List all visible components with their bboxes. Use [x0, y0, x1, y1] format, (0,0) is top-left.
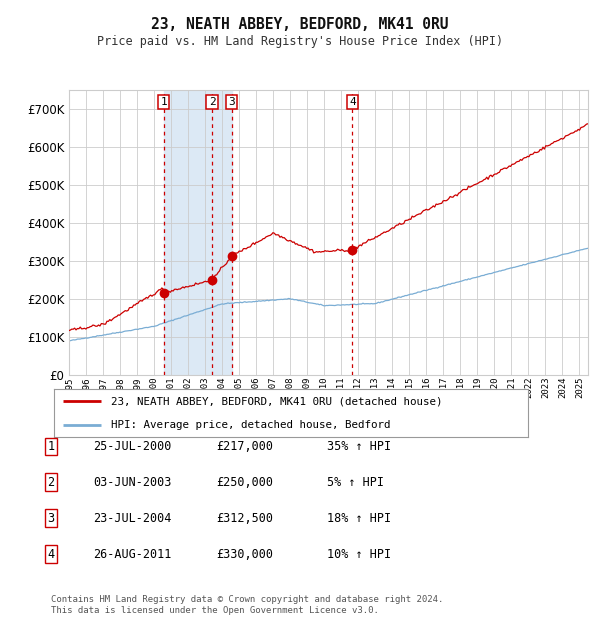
Text: 10% ↑ HPI: 10% ↑ HPI — [327, 548, 391, 560]
Text: 2: 2 — [209, 97, 215, 107]
Text: 3: 3 — [47, 512, 55, 525]
Text: 18% ↑ HPI: 18% ↑ HPI — [327, 512, 391, 525]
Text: 03-JUN-2003: 03-JUN-2003 — [93, 476, 172, 489]
Text: £330,000: £330,000 — [216, 548, 273, 560]
Text: 26-AUG-2011: 26-AUG-2011 — [93, 548, 172, 560]
Text: 25-JUL-2000: 25-JUL-2000 — [93, 440, 172, 453]
Text: 4: 4 — [349, 97, 356, 107]
Text: 23, NEATH ABBEY, BEDFORD, MK41 0RU (detached house): 23, NEATH ABBEY, BEDFORD, MK41 0RU (deta… — [111, 396, 442, 406]
Text: Contains HM Land Registry data © Crown copyright and database right 2024.
This d: Contains HM Land Registry data © Crown c… — [51, 595, 443, 614]
Text: 5% ↑ HPI: 5% ↑ HPI — [327, 476, 384, 489]
Text: 3: 3 — [229, 97, 235, 107]
Bar — [164, 90, 232, 375]
Text: 1: 1 — [47, 440, 55, 453]
Text: Price paid vs. HM Land Registry's House Price Index (HPI): Price paid vs. HM Land Registry's House … — [97, 35, 503, 48]
Text: 2: 2 — [47, 476, 55, 489]
Text: £312,500: £312,500 — [216, 512, 273, 525]
Text: HPI: Average price, detached house, Bedford: HPI: Average price, detached house, Bedf… — [111, 420, 391, 430]
Text: 4: 4 — [47, 548, 55, 560]
Text: 35% ↑ HPI: 35% ↑ HPI — [327, 440, 391, 453]
Text: £250,000: £250,000 — [216, 476, 273, 489]
Text: 23, NEATH ABBEY, BEDFORD, MK41 0RU: 23, NEATH ABBEY, BEDFORD, MK41 0RU — [151, 17, 449, 32]
Text: 23-JUL-2004: 23-JUL-2004 — [93, 512, 172, 525]
Text: £217,000: £217,000 — [216, 440, 273, 453]
Text: 1: 1 — [160, 97, 167, 107]
